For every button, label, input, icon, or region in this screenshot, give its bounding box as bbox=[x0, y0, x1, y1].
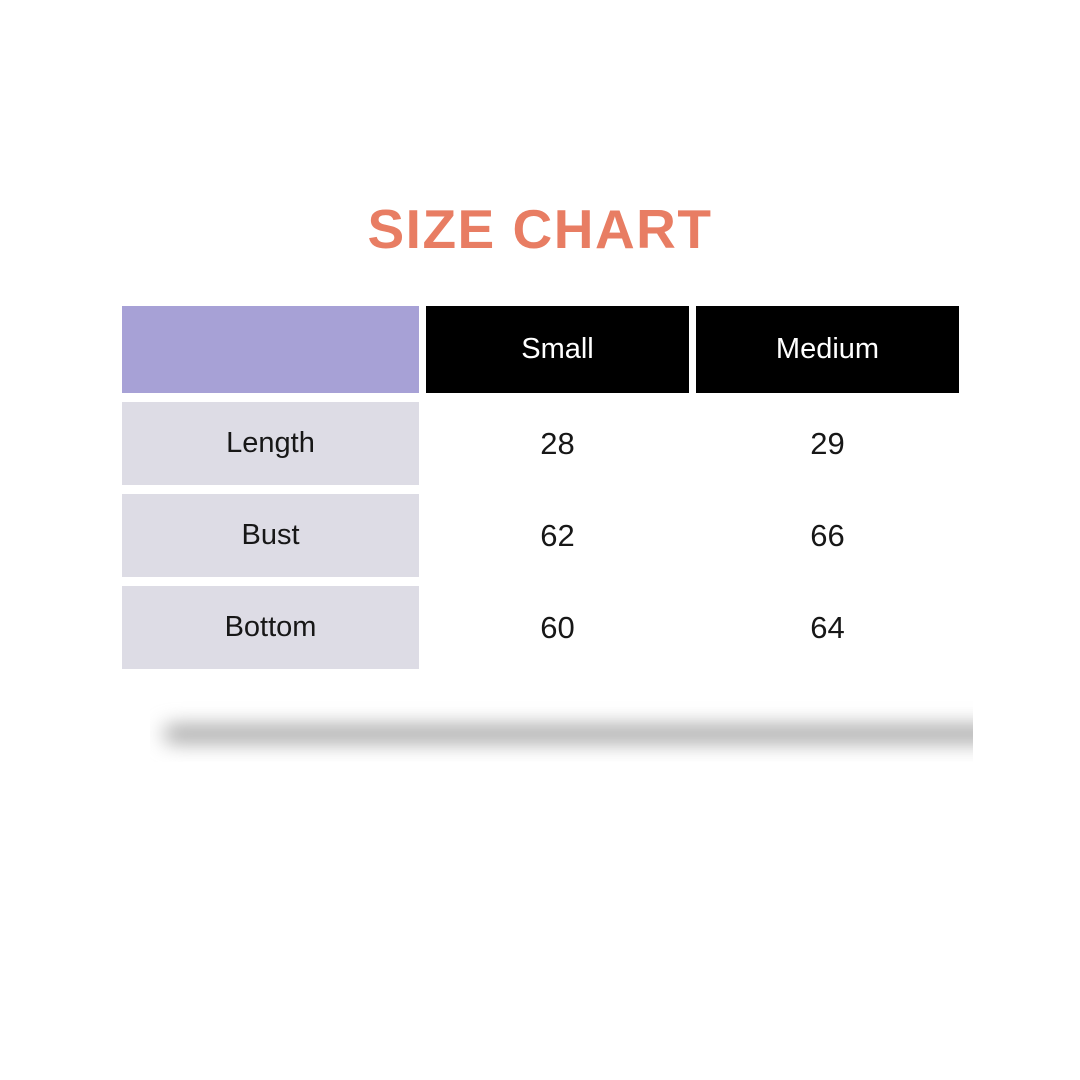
row-label-bust: Bust bbox=[122, 494, 419, 577]
size-table: Small Medium Length 28 29 Bust 62 66 Bot… bbox=[122, 306, 959, 669]
column-header-medium: Medium bbox=[696, 306, 959, 393]
column-header-small: Small bbox=[426, 306, 689, 393]
cell-bottom-small: 60 bbox=[540, 609, 575, 645]
cell-bust-medium: 66 bbox=[810, 517, 845, 553]
cell-length-medium: 29 bbox=[810, 425, 845, 461]
cell-length-small: 28 bbox=[540, 425, 575, 461]
page-title: SIZE CHART bbox=[367, 198, 713, 260]
row-label-length: Length bbox=[122, 402, 419, 485]
bottom-shadow-bar bbox=[164, 726, 973, 742]
row-label-bottom: Bottom bbox=[122, 586, 419, 669]
bottom-shadow bbox=[150, 700, 973, 762]
cell-bust-small: 62 bbox=[540, 517, 575, 553]
cell-bottom-medium: 64 bbox=[810, 609, 845, 645]
table-corner-cell bbox=[122, 306, 419, 393]
